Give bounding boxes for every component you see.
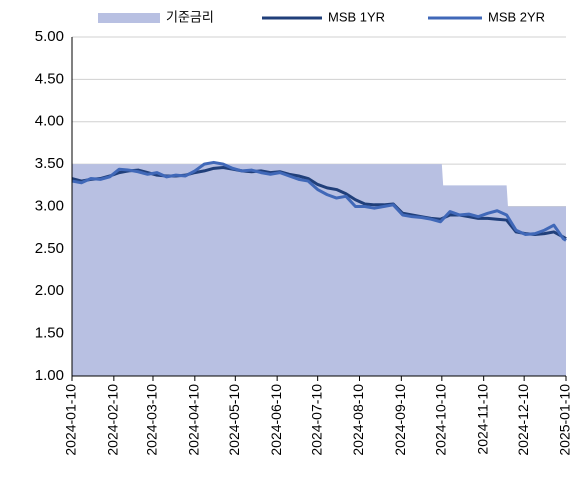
legend-label: MSB 2YR xyxy=(488,9,545,24)
x-tick-label: 2024-09-10 xyxy=(392,384,408,456)
x-tick-label: 2025-01-10 xyxy=(557,384,573,456)
legend-label: MSB 1YR xyxy=(328,9,385,24)
legend-swatch xyxy=(98,13,160,23)
x-tick-label: 2024-02-10 xyxy=(105,384,121,456)
x-tick-label: 2024-07-10 xyxy=(308,384,324,456)
x-tick-label: 2024-03-10 xyxy=(144,384,160,456)
x-tick-label: 2024-04-10 xyxy=(186,384,202,456)
y-tick-label: 2.50 xyxy=(35,240,64,257)
y-tick-label: 4.50 xyxy=(35,70,64,87)
y-tick-label: 4.00 xyxy=(35,113,64,130)
x-tick-label: 2024-12-10 xyxy=(515,384,531,456)
area xyxy=(72,164,566,376)
x-tick-label: 2024-11-10 xyxy=(474,384,490,455)
line xyxy=(71,160,567,242)
legend-label: 기준금리 xyxy=(166,9,214,24)
x-tick-label: 2024-01-10 xyxy=(63,384,79,456)
x-tick-label: 2024-06-10 xyxy=(268,384,284,456)
line xyxy=(71,166,567,240)
y-tick-label: 5.00 xyxy=(35,28,64,45)
y-tick-label: 2.00 xyxy=(35,282,64,299)
y-tick-label: 3.50 xyxy=(35,155,64,172)
y-tick-label: 1.00 xyxy=(35,367,64,384)
x-tick-label: 2024-05-10 xyxy=(226,384,242,456)
y-tick-label: 1.50 xyxy=(35,325,64,342)
x-tick-label: 2024-08-10 xyxy=(350,384,366,456)
y-tick-label: 3.00 xyxy=(35,197,64,214)
x-tick-label: 2024-10-10 xyxy=(433,384,449,456)
